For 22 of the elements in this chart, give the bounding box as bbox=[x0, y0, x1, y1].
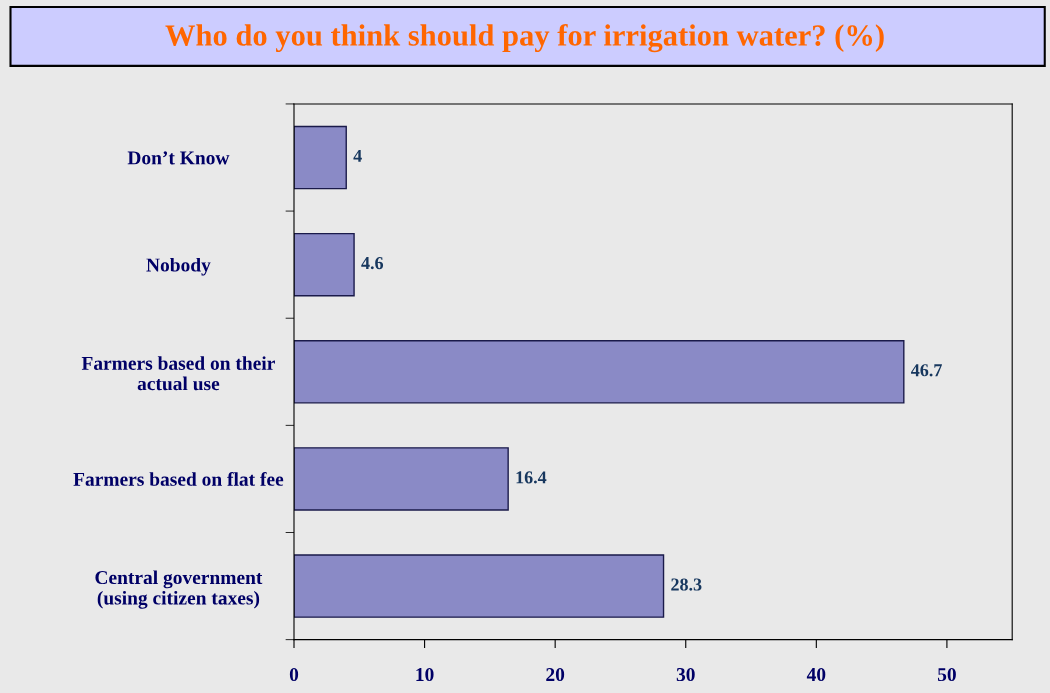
bar bbox=[294, 232, 355, 297]
x-tick-label: 0 bbox=[289, 667, 299, 682]
x-tick-label: 50 bbox=[937, 667, 956, 682]
x-tick-label: 20 bbox=[546, 667, 565, 682]
data-label: 4 bbox=[353, 149, 362, 162]
x-tick-label: 10 bbox=[416, 667, 434, 682]
x-tick-label: 40 bbox=[806, 667, 826, 682]
x-tick-label: 30 bbox=[676, 667, 695, 682]
y-tick-label: Don’t Know bbox=[127, 151, 230, 165]
bar bbox=[294, 554, 665, 618]
y-tick-label: Farmers based on flat fee bbox=[73, 471, 284, 486]
y-tick-label: Nobody bbox=[146, 257, 211, 276]
data-label: 4.6 bbox=[361, 257, 384, 270]
data-label: 46.7 bbox=[911, 364, 942, 377]
bar bbox=[294, 340, 905, 404]
y-tick-label: Central government (using citizen taxes) bbox=[95, 570, 263, 609]
chart-title: Who do you think should pay for irrigation water? (%) bbox=[165, 23, 884, 53]
data-label: 28.3 bbox=[671, 578, 702, 591]
bar bbox=[294, 125, 347, 190]
bar bbox=[294, 447, 509, 511]
data-label: 16.4 bbox=[516, 471, 547, 484]
y-tick-label: Farmers based on their actual use bbox=[81, 356, 275, 391]
